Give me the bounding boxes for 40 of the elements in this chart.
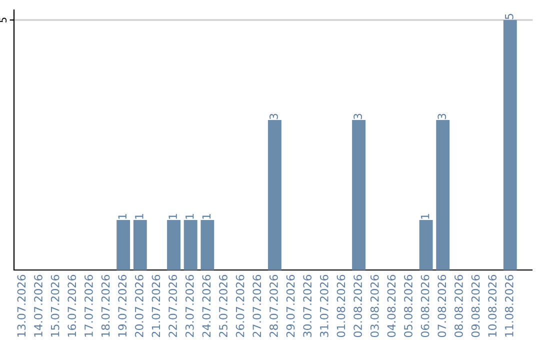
x-tick-label: 10.08.2026	[488, 274, 497, 337]
data-label: 1	[202, 214, 210, 219]
x-tick-label: 17.07.2026	[84, 274, 93, 337]
x-tick-label: 06.08.2026	[420, 274, 430, 338]
x-tick-label: 14.07.2026	[34, 274, 42, 337]
data-label: 3	[270, 114, 278, 120]
data-label: 1	[421, 214, 430, 219]
data-label: 1	[118, 214, 126, 219]
x-tick-label: 13.07.2026	[17, 274, 26, 337]
x-tick-label: 02.08.2026	[354, 274, 362, 338]
x-tick-label: 19.07.2026	[118, 274, 127, 337]
data-label: 3	[438, 114, 446, 120]
x-tick-label: 28.07.2026	[270, 274, 278, 337]
x-tick-label: 22.07.2026	[168, 274, 177, 337]
x-tick-label: 07.08.2026	[438, 274, 446, 338]
x-tick-label: 30.07.2026	[303, 274, 312, 337]
data-label: 1	[186, 214, 194, 219]
x-tick-label: 03.08.2026	[370, 274, 379, 338]
x-tick-label: 11.08.2026	[504, 274, 514, 337]
x-tick-label: 21.07.2026	[152, 274, 160, 337]
x-tick-label: 09.08.2026	[471, 274, 480, 338]
x-tick-label: 31.07.2026	[320, 274, 328, 337]
data-label: 3	[354, 114, 362, 120]
x-tick-label: 18.07.2026	[101, 274, 110, 337]
x-tick-label: 27.07.2026	[252, 274, 262, 337]
x-tick-label: 04.08.2026	[387, 274, 396, 338]
x-tick-label: 16.07.2026	[68, 274, 76, 337]
x-tick-label: 01.08.2026	[336, 274, 346, 338]
data-label: 1	[168, 214, 177, 219]
x-tick-label: 25.07.2026	[219, 274, 228, 337]
data-label: 5	[505, 14, 514, 20]
x-tick-label: 05.08.2026	[404, 274, 412, 338]
x-tick-label: 08.08.2026	[454, 274, 463, 338]
x-tick-label: 26.07.2026	[236, 274, 244, 337]
x-tick-label: 29.07.2026	[286, 274, 295, 337]
x-tick-label: 24.07.2026	[202, 274, 211, 337]
x-tick-label: 15.07.2026	[50, 274, 60, 337]
x-tick-label: 23.07.2026	[185, 274, 194, 337]
data-label: 1	[135, 214, 144, 219]
x-tick-label: 20.07.2026	[134, 274, 144, 337]
